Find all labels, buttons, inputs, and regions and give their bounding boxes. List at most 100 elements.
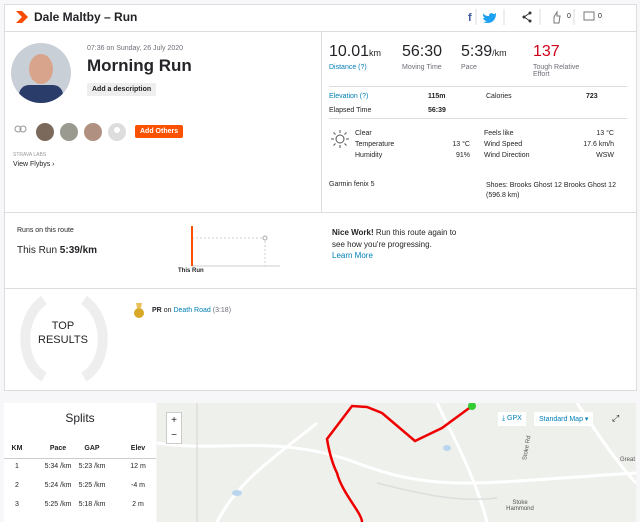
pr-line: PR on Death Road (3:18) (152, 307, 231, 314)
stat-label: Tough Relative Effort (533, 64, 580, 78)
divider (4, 212, 636, 213)
route-chart (191, 226, 280, 267)
value: 5:39 (461, 43, 493, 60)
route-heading: Runs on this route (17, 227, 74, 234)
splits-title: Splits (65, 411, 95, 425)
comment-count: 0 (598, 13, 602, 20)
splits-panel (4, 403, 156, 522)
map-label: Stoke Hammond (506, 500, 534, 512)
map-type-text[interactable]: Standard Map (539, 416, 583, 423)
pace: 5:39/km (59, 245, 98, 256)
zoom-in[interactable]: + (171, 415, 177, 426)
stat-effort: 137 (533, 43, 560, 60)
message: Run this route again to see how you're p… (332, 228, 457, 249)
weather-value: WSW (596, 152, 614, 159)
divider (321, 32, 322, 212)
view-flybys[interactable]: View Flybys › (13, 161, 55, 168)
divider (4, 288, 636, 289)
splits-cell: 1 (15, 463, 19, 470)
laurel (20, 295, 108, 382)
weather-icon (331, 130, 349, 148)
value: 10.01 (329, 43, 370, 60)
add-description[interactable]: Add a description (87, 83, 157, 96)
splits-cell: -4 m (131, 482, 145, 489)
activity-date: 07:36 on Sunday, 26 July 2020 (87, 45, 184, 52)
activity-title: Morning Run (87, 56, 192, 75)
on: on (163, 307, 172, 314)
stat-label[interactable]: Distance (?) (329, 64, 367, 71)
weather-label: Clear (355, 130, 372, 137)
detail-label[interactable]: Elevation (?) (329, 93, 369, 100)
time: (3:18) (212, 307, 232, 314)
add-others[interactable]: Add Others (135, 125, 184, 138)
detail-value: 56:39 (428, 107, 446, 114)
gpx[interactable]: GPX (507, 415, 522, 422)
weather-value: 13 °C (452, 141, 470, 148)
share-icons[interactable]: f (462, 9, 632, 25)
weather-label: Wind Speed (484, 141, 523, 148)
line: RESULTS (38, 334, 88, 346)
splits-cell: 5:18 /km (78, 501, 106, 508)
bar-label: This Run (178, 268, 204, 274)
zoom-out[interactable]: − (171, 430, 177, 441)
stat-label: Pace (461, 64, 477, 71)
stat-label: Moving Time (402, 64, 442, 71)
stat-pace: 5:39/km (461, 43, 507, 61)
unit: km (369, 48, 382, 58)
splits-cell: 2 m (132, 501, 144, 508)
divider (329, 118, 627, 119)
weather-label: Feels like (484, 130, 514, 137)
detail-value: 723 (586, 93, 598, 100)
divider (329, 86, 627, 87)
weather-label: Humidity (355, 152, 383, 159)
zoom[interactable]: + − (166, 412, 182, 444)
route-message: Nice Work! Run this route again to see h… (332, 227, 462, 251)
svg-text:f: f (468, 12, 472, 24)
segment[interactable]: Death Road (173, 307, 211, 314)
learn-more[interactable]: Learn More (332, 251, 373, 260)
this-run: This Run 5:39/km (17, 245, 97, 256)
splits-cell: 5:34 /km (44, 463, 72, 470)
weather-label: Wind Direction (484, 152, 530, 159)
weather-value: 91% (455, 152, 470, 159)
divider (4, 31, 636, 32)
splits-cell: 2 (15, 482, 19, 489)
logo (16, 11, 28, 23)
splits-cell: 5:25 /km (78, 482, 106, 489)
labs: STRAVA LABS (13, 152, 47, 158)
weather-value: 13 °C (596, 130, 614, 137)
divider (4, 458, 156, 459)
label: This Run (17, 245, 58, 256)
weather-label: Temperature (355, 141, 395, 148)
activity-heading: Dale Maltby – Run (34, 10, 138, 24)
fullscreen[interactable]: ⤢ (612, 413, 620, 423)
pr: PR (152, 307, 162, 314)
splits-header: GAP (84, 445, 100, 452)
line: TOP (51, 320, 75, 332)
device: Garmin fenix 5 (329, 181, 375, 188)
stat-distance: 10.01km (329, 43, 381, 61)
pr-medal (134, 303, 144, 318)
detail-label: Calories (486, 93, 512, 100)
weather-value: 17.6 km/h (583, 141, 614, 148)
splits-cell: 5:25 /km (44, 501, 72, 508)
detail-value: 115m (428, 93, 446, 100)
splits-header: Elev (130, 445, 146, 452)
map-label: Great (620, 457, 636, 463)
splits-cell: 12 m (130, 463, 146, 470)
kudos-count: 0 (567, 13, 571, 20)
flybys-text[interactable]: View Flybys (13, 161, 51, 168)
unit: /km (492, 48, 507, 58)
splits-cell: 5:23 /km (78, 463, 106, 470)
shoes: Shoes: Brooks Ghost 12 Brooks Ghost 12 (… (486, 182, 616, 199)
detail-label: Elapsed Time (329, 107, 372, 114)
stat-moving: 56:30 (402, 43, 443, 60)
athletes (14, 123, 126, 141)
map-type[interactable]: Standard Map ▾ (534, 412, 594, 426)
gpx-button[interactable]: ⤓ GPX (498, 412, 526, 426)
nice: Nice Work! (332, 228, 374, 237)
top-results: TOP RESULTS (38, 319, 88, 347)
splits-cell: 5:24 /km (44, 482, 72, 489)
splits-header: Pace (49, 445, 67, 452)
